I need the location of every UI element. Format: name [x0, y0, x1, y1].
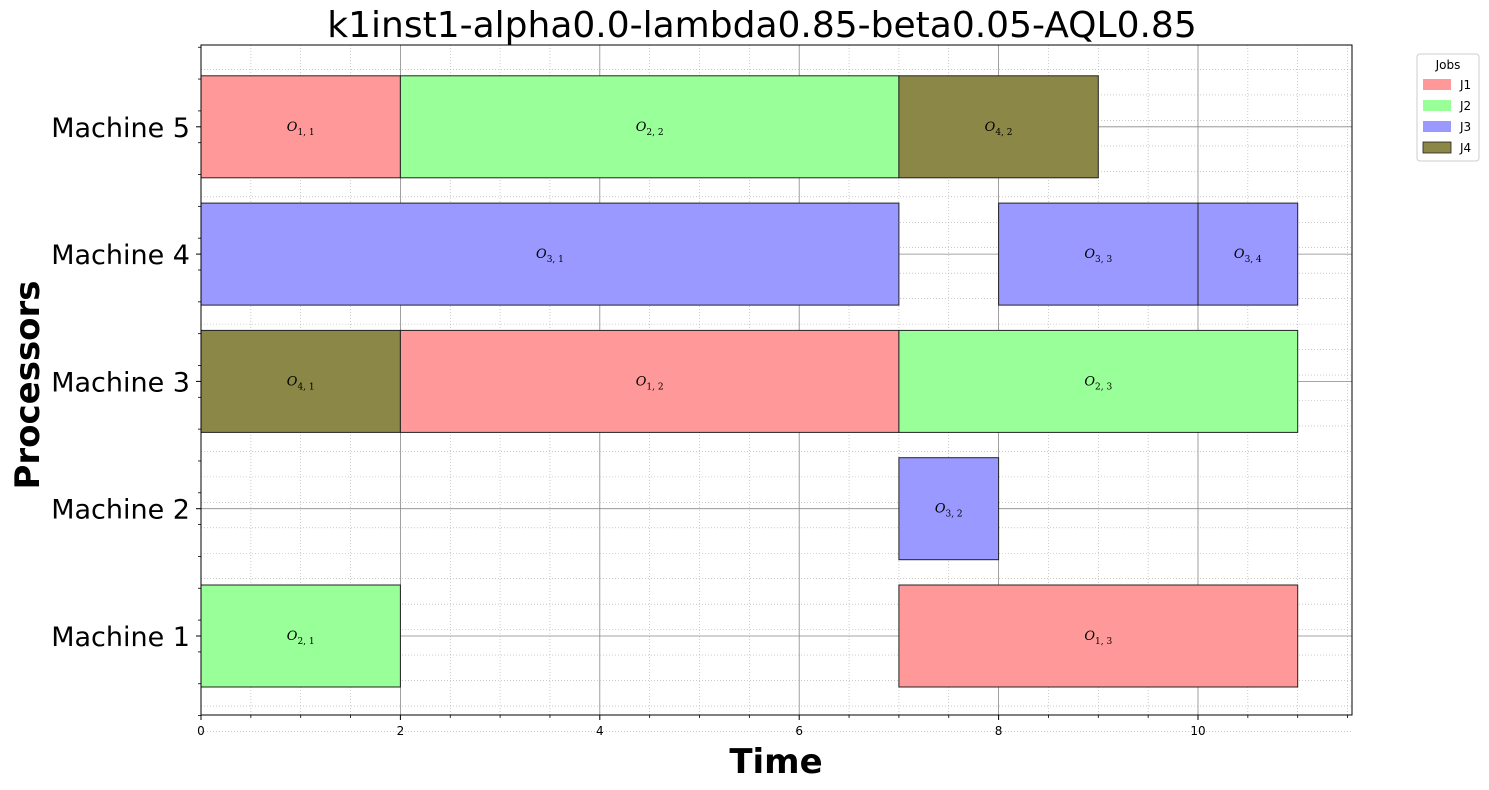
operation-label: O1, 3 [1084, 629, 1112, 647]
legend-swatch [1423, 79, 1451, 90]
legend-label: J2 [1459, 99, 1471, 113]
operation-labels: O1, 1 O2, 2 O4, 2 O3, 1 O3, 3 O3, 4 O4, 1 O1, 2… [287, 120, 1262, 647]
operation-label: O2, 1 [287, 629, 315, 647]
x-tick-label: 4 [596, 724, 604, 738]
x-tick-label: 10 [1190, 724, 1205, 738]
operation-bar [200, 202, 900, 306]
legend: Jobs J1 J2 J3 J4 [1416, 53, 1480, 162]
operation-label: O3, 1 [536, 247, 564, 265]
legend-swatch [1423, 121, 1451, 132]
x-axis: 0 2 4 6 8 10 [197, 715, 1348, 738]
operation-bar [399, 75, 900, 179]
y-axis-title: Processors [8, 280, 48, 489]
operation-bar [399, 329, 900, 433]
operation-bar [200, 329, 401, 433]
operation-label: O3, 4 [1234, 247, 1262, 265]
operation-label: O2, 3 [1084, 374, 1112, 392]
operation-bar [200, 75, 401, 179]
operation-label: O3, 3 [1084, 247, 1112, 265]
operation-label: O4, 2 [985, 120, 1013, 138]
y-axis: Machine 1 Machine 2 Machine 3 Machine 4 Mach… [51, 46, 201, 716]
operation-bar [1197, 202, 1299, 306]
operation-label: O1, 2 [636, 374, 664, 392]
x-tick-label: 6 [795, 724, 803, 738]
legend-label: J1 [1459, 78, 1471, 92]
operation-label: O4, 1 [287, 374, 315, 392]
operation-bar [898, 584, 1299, 688]
plot-frame [200, 44, 1353, 716]
legend-label: J3 [1459, 120, 1471, 134]
x-tick-label: 2 [397, 724, 405, 738]
operation-bar [898, 75, 1099, 179]
operation-label: O3, 2 [935, 502, 963, 520]
y-tick-label: Machine 1 [51, 622, 190, 653]
x-tick-label: 0 [197, 724, 205, 738]
y-tick-label: Machine 5 [51, 113, 190, 144]
legend-swatch [1422, 141, 1452, 154]
legend-swatch [1423, 100, 1451, 111]
y-tick-label: Machine 3 [51, 367, 190, 398]
operation-bars [200, 75, 1299, 688]
operation-bar [998, 202, 1199, 306]
operation-bar [898, 457, 1000, 561]
operation-label: O1, 1 [287, 120, 315, 138]
legend-label: J4 [1459, 141, 1471, 155]
operation-label: O2, 2 [636, 120, 664, 138]
y-tick-label: Machine 2 [51, 495, 190, 526]
x-axis-title: Time [729, 742, 822, 782]
x-tick-label: 8 [995, 724, 1003, 738]
legend-title: Jobs [1435, 58, 1461, 72]
operation-bar [200, 584, 401, 688]
y-tick-label: Machine 4 [51, 240, 190, 271]
chart-title: k1inst1-alpha0.0-lambda0.85-beta0.05-AQL… [327, 5, 1196, 46]
operation-bar [898, 329, 1299, 433]
